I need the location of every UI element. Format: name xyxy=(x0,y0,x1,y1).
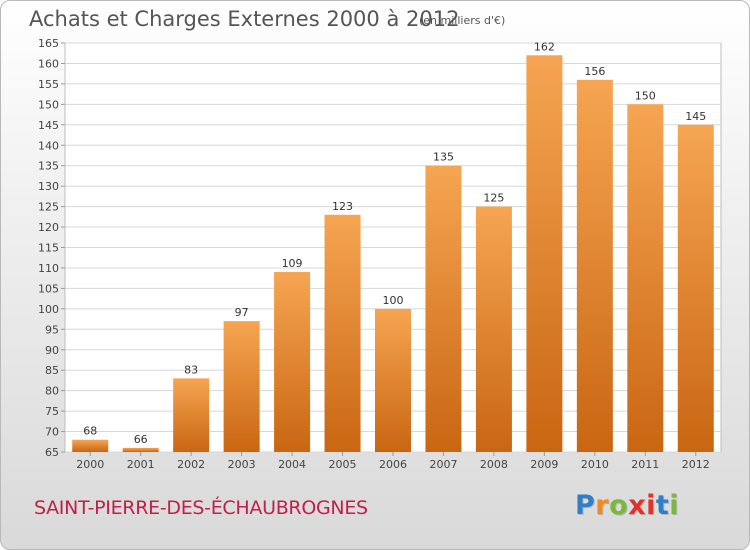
data-label: 150 xyxy=(635,89,656,102)
y-tick-label: 115 xyxy=(38,242,59,255)
data-label: 156 xyxy=(584,65,605,78)
bar xyxy=(627,104,664,452)
data-label: 162 xyxy=(534,40,555,53)
x-tick-label: 2011 xyxy=(631,458,659,471)
x-tick-label: 2004 xyxy=(278,458,306,471)
y-tick-label: 100 xyxy=(38,303,59,316)
y-tick-label: 105 xyxy=(38,282,59,295)
commune-name: SAINT-PIERRE-DES-ÉCHAUBROGNES xyxy=(34,497,368,519)
bar xyxy=(576,79,613,452)
bar xyxy=(223,321,260,452)
logo-letter: r xyxy=(595,490,610,521)
x-tick-label: 2009 xyxy=(530,458,558,471)
y-tick-label: 110 xyxy=(38,262,59,275)
x-tick-label: 2010 xyxy=(581,458,609,471)
bar xyxy=(375,308,411,452)
data-label: 97 xyxy=(235,306,249,319)
data-label: 125 xyxy=(483,192,504,205)
data-label: 123 xyxy=(332,200,353,213)
x-tick-label: 2000 xyxy=(76,458,104,471)
y-tick-label: 70 xyxy=(45,426,59,439)
bar xyxy=(274,272,311,452)
y-tick-label: 155 xyxy=(38,78,59,91)
y-tick-label: 130 xyxy=(38,180,59,193)
bar xyxy=(72,439,109,452)
x-tick-label: 2012 xyxy=(682,458,710,471)
x-tick-label: 2002 xyxy=(177,458,205,471)
data-label: 83 xyxy=(184,363,198,376)
bar xyxy=(475,206,512,452)
y-tick-label: 135 xyxy=(38,160,59,173)
x-tick-label: 2003 xyxy=(228,458,256,471)
data-label: 66 xyxy=(134,433,148,446)
y-tick-label: 140 xyxy=(38,139,59,152)
logo-letter: i xyxy=(646,490,656,521)
data-label: 100 xyxy=(383,294,404,307)
y-tick-label: 75 xyxy=(45,405,59,418)
logo-letter: t xyxy=(655,490,670,521)
y-tick-label: 90 xyxy=(45,344,59,357)
y-axis: 65 70 75 80 85 90 95 100 105 110 115 120 125 130 135 14… xyxy=(38,37,59,459)
y-tick-label: 95 xyxy=(45,323,59,336)
bar xyxy=(122,447,159,452)
logo-letter: x xyxy=(628,490,647,521)
y-tick-label: 85 xyxy=(45,364,59,377)
x-tick-label: 2001 xyxy=(127,458,155,471)
data-label: 68 xyxy=(83,425,97,438)
y-tick-label: 80 xyxy=(45,385,59,398)
chart-title: Achats et Charges Externes 2000 à 2012 xyxy=(29,7,460,31)
data-label: 145 xyxy=(685,110,706,123)
y-tick-label: 160 xyxy=(38,57,59,70)
bar xyxy=(173,378,210,452)
y-tick-label: 120 xyxy=(38,221,59,234)
bar xyxy=(324,214,361,452)
data-label: 109 xyxy=(282,257,303,270)
logo-letter: o xyxy=(609,490,629,521)
x-tick-label: 2008 xyxy=(480,458,508,471)
data-labels: 68 66 83 97 109 123 100 135 125 162 156 150 145 xyxy=(83,40,706,446)
y-tick-label: 145 xyxy=(38,119,59,132)
bar xyxy=(526,55,563,453)
y-tick-label: 65 xyxy=(45,446,59,459)
x-tick-label: 2005 xyxy=(329,458,357,471)
logo-letter: P xyxy=(575,490,596,521)
bars xyxy=(72,55,714,453)
x-tick-label: 2006 xyxy=(379,458,407,471)
x-tick-label: 2007 xyxy=(429,458,457,471)
x-axis: 2000 2001 2002 2003 2004 2005 2006 2007 2008 2009… xyxy=(76,452,710,471)
bar xyxy=(425,165,462,452)
chart-unit: (en milliers d'€) xyxy=(419,14,506,27)
bar xyxy=(677,124,714,453)
data-label: 135 xyxy=(433,151,454,164)
logo-letter: i xyxy=(669,490,680,521)
y-tick-label: 125 xyxy=(38,201,59,214)
proxiti-logo: Proxiti xyxy=(575,490,679,521)
y-tick-label: 165 xyxy=(38,37,59,50)
y-tick-label: 150 xyxy=(38,98,59,111)
